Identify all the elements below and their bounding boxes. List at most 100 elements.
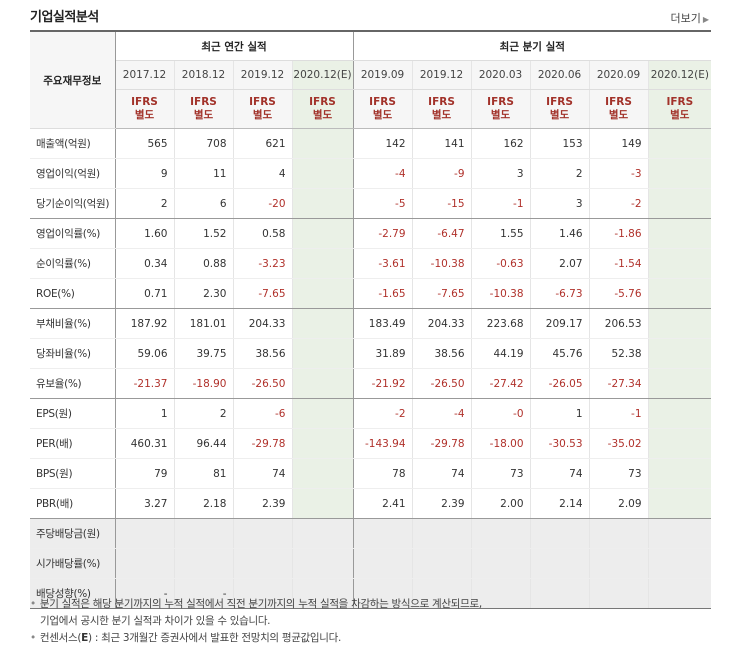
value-cell [412,578,472,609]
value-cell [648,398,712,429]
table-row: PER(배) 460.31 96.44 -29.78 -143.94 -29.78 -18.… [30,428,712,459]
value-cell: 44.19 [471,338,531,369]
value-cell: 1 [115,398,175,429]
quarter-group-header: 최근 분기 실적 [353,30,712,61]
standard-header: IFRS 별도 [115,89,175,129]
value-cell [292,548,354,579]
value-cell: 38.56 [412,338,472,369]
footnote-2: • 컨센서스(E) : 최근 3개월간 증권사에서 발표한 전망치의 평균값입니다… [30,632,342,644]
value-cell: 0.71 [115,278,175,309]
value-cell: -3 [589,158,649,189]
value-cell [292,188,354,219]
value-cell: -29.78 [233,428,293,459]
value-cell [292,308,354,339]
value-cell [648,488,712,519]
value-cell [292,488,354,519]
value-cell: 96.44 [174,428,234,459]
standard-header: IFRS 별도 [292,89,354,129]
value-cell [648,428,712,459]
value-cell: 206.53 [589,308,649,339]
standard-header: IFRS 별도 [174,89,234,129]
value-cell [648,128,712,159]
value-cell [648,458,712,489]
standard-header: IFRS 별도 [412,89,472,129]
value-cell: 9 [115,158,175,189]
value-cell: -3.61 [353,248,413,279]
value-cell: -18.00 [471,428,531,459]
table-row: EPS(원) 1 2 -6 -2 -4 -0 1 -1 [30,398,712,429]
table-row: 배당성향(%) - - [30,578,712,609]
value-cell: 187.92 [115,308,175,339]
value-cell [292,428,354,459]
value-cell: 621 [233,128,293,159]
value-cell: 45.76 [530,338,590,369]
table-row: 주당배당금(원) [30,518,712,549]
value-cell [648,578,712,609]
value-cell: 79 [115,458,175,489]
row-label: 영업이익률(%) [30,218,116,249]
table-row: 유보율(%) -21.37 -18.90 -26.50 -21.92 -26.50 -27.… [30,368,712,399]
value-cell: 0.88 [174,248,234,279]
value-cell [233,518,293,549]
value-cell: 6 [174,188,234,219]
period-header: 2020.12(E) [648,60,712,90]
value-cell: 73 [589,458,649,489]
period-header-row: 2017.12 2018.12 2019.12 2020.12(E) 2019.09 20… [30,60,712,90]
value-cell: 2.00 [471,488,531,519]
row-label: ROE(%) [30,278,116,309]
row-label: PBR(배) [30,488,116,519]
table-row: 영업이익(억원) 9 11 4 -4 -9 3 2 -3 [30,158,712,189]
value-cell [292,398,354,429]
value-cell [589,548,649,579]
row-label: 당좌비율(%) [30,338,116,369]
value-cell: 74 [412,458,472,489]
value-cell: 4 [233,158,293,189]
more-link[interactable]: 더보기 ▶ [670,10,709,26]
value-cell [648,218,712,249]
value-cell: 2.39 [233,488,293,519]
value-cell: -4 [412,398,472,429]
row-label: PER(배) [30,428,116,459]
value-cell [292,368,354,399]
value-cell: 1.46 [530,218,590,249]
footnotes: • 분기 실적은 해당 분기까지의 누적 실적에서 직전 분기까지의 누적 실적을… [30,596,482,647]
value-cell [174,548,234,579]
value-cell: -27.42 [471,368,531,399]
table-body: 매출액(억원) 565 708 621 142 141 162 153 149 영업이익(억원) 9… [30,128,712,609]
value-cell [174,518,234,549]
value-cell: 2.41 [353,488,413,519]
row-label: EPS(원) [30,398,116,429]
value-cell: 1.60 [115,218,175,249]
value-cell: 11 [174,158,234,189]
standard-header: IFRS 별도 [353,89,413,129]
value-cell [292,158,354,189]
footnote-1-cont: 기업에서 공시한 분기 실적과 차이가 있을 수 있습니다. [40,615,271,627]
value-cell [292,338,354,369]
table-row: ROE(%) 0.71 2.30 -7.65 -1.65 -7.65 -10.38 -6.73… [30,278,712,309]
value-cell [233,578,293,609]
value-cell: -4 [353,158,413,189]
value-cell: 3 [530,188,590,219]
row-label: 매출액(억원) [30,128,116,159]
period-header: 2019.12 [412,60,472,90]
table-row: 당좌비율(%) 59.06 39.75 38.56 31.89 38.56 44.19 45.… [30,338,712,369]
corner-header: 주요재무정보 [30,30,116,129]
value-cell: 153 [530,128,590,159]
value-cell: - [174,578,234,609]
value-cell: 0.34 [115,248,175,279]
value-cell [530,578,590,609]
value-cell: -27.34 [589,368,649,399]
value-cell: -6.47 [412,218,472,249]
value-cell: -0 [471,398,531,429]
financial-table: 주요재무정보 최근 연간 실적 최근 분기 실적 2017.12 2018.12 2… [30,30,712,609]
value-cell: -30.53 [530,428,590,459]
value-cell: -7.65 [412,278,472,309]
value-cell [292,518,354,549]
value-cell: 59.06 [115,338,175,369]
value-cell [648,548,712,579]
row-label: 유보율(%) [30,368,116,399]
value-cell: -29.78 [412,428,472,459]
value-cell: -26.05 [530,368,590,399]
row-label: 배당성향(%) [30,578,116,609]
value-cell [412,548,472,579]
